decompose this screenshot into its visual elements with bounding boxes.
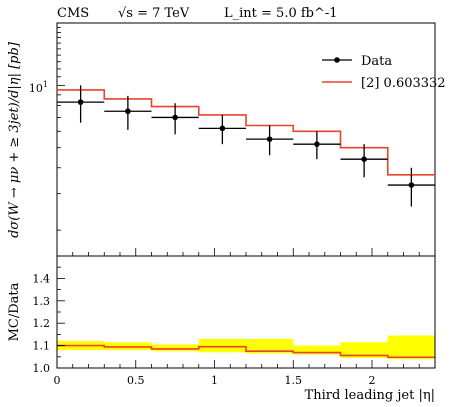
upper-y-axis-label: dσ(W → μν + ≥ 3jet)/d|η| [pb] bbox=[7, 41, 22, 238]
ratio-ticks bbox=[56, 266, 436, 369]
ratio-band-bin bbox=[151, 344, 199, 352]
x-tick-label: 2 bbox=[369, 374, 376, 387]
ratio-y-tick-label: 1.3 bbox=[33, 295, 51, 308]
upper-ticks bbox=[56, 22, 436, 256]
ratio-y-tick-label: 1.1 bbox=[33, 340, 51, 353]
x-tick-label: 1 bbox=[211, 374, 218, 387]
ratio-y-tick-label: 1.2 bbox=[33, 317, 51, 330]
mc-histogram-line bbox=[57, 89, 435, 176]
ratio-band-bin bbox=[198, 338, 246, 353]
ratio-step-line bbox=[57, 344, 435, 359]
legend-mc-label: [2] 0.603332 bbox=[361, 76, 446, 91]
luminosity-label: L_int = 5.0 fb^-1 bbox=[224, 6, 338, 21]
legend-data-label: Data bbox=[361, 54, 392, 69]
data-point bbox=[77, 99, 84, 105]
upper-panel: 101 dσ(W → μν + ≥ 3jet)/d|η| [pb] Data [… bbox=[7, 22, 446, 257]
ratio-band-bin bbox=[246, 338, 294, 354]
data-points bbox=[57, 85, 435, 207]
x-tick-label: 0 bbox=[54, 374, 61, 387]
legend-data-marker bbox=[334, 57, 340, 63]
legend: Data [2] 0.603332 bbox=[322, 54, 446, 91]
data-point bbox=[125, 108, 131, 115]
ratio-y-tick-label: 1.0 bbox=[33, 362, 51, 375]
mc-histogram bbox=[57, 89, 435, 176]
x-tick-labels: 0 0.5 1 1.5 2 bbox=[54, 374, 376, 387]
data-point bbox=[361, 156, 367, 162]
x-axis-label: Third leading jet |η| bbox=[305, 388, 435, 403]
data-point bbox=[408, 182, 415, 188]
data-point bbox=[219, 125, 226, 132]
data-point bbox=[314, 141, 320, 147]
y-tick-label-10: 101 bbox=[29, 80, 48, 95]
energy-label: √s = 7 TeV bbox=[118, 6, 190, 21]
ratio-y-tick-label: 1.4 bbox=[33, 272, 51, 285]
ratio-band-bin bbox=[387, 335, 435, 360]
ratio-line bbox=[57, 344, 435, 359]
ratio-band-bin bbox=[340, 342, 388, 358]
experiment-label: CMS bbox=[57, 6, 89, 21]
ratio-panel: 1.0 1.1 1.2 1.3 1.4 MC/Data bbox=[7, 255, 436, 375]
ratio-band-bin bbox=[293, 345, 341, 355]
x-tick-label: 0.5 bbox=[127, 374, 145, 387]
x-tick-label: 1.5 bbox=[285, 374, 303, 387]
ratio-y-tick-labels: 1.0 1.1 1.2 1.3 1.4 bbox=[33, 272, 51, 375]
ratio-y-axis-label: MC/Data bbox=[7, 282, 22, 341]
data-point bbox=[266, 136, 273, 142]
data-point bbox=[172, 114, 178, 121]
